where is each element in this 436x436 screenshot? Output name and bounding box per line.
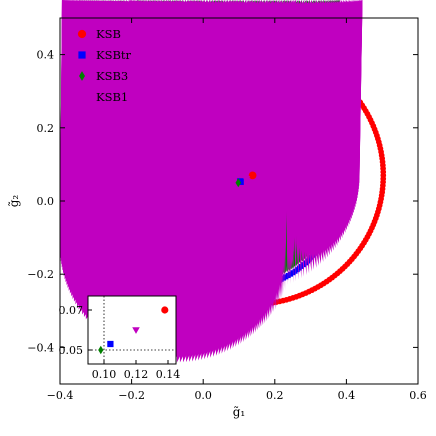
inset-y-tick-label: 0.05 — [59, 344, 84, 357]
inset-y-tick-label: 0.07 — [59, 304, 84, 317]
ring-point — [380, 175, 387, 182]
inset-x-tick-label: 0.14 — [156, 368, 181, 381]
legend-label: KSBtr — [96, 48, 132, 62]
x-tick-label: −0.4 — [47, 389, 74, 402]
x-axis-label: g̃₁ — [233, 405, 246, 419]
y-tick-label: 0.2 — [37, 122, 55, 135]
y-tick-label: 0.0 — [37, 195, 55, 208]
legend-marker — [77, 93, 87, 102]
legend: KSB KSBtr KSB3 KSB1 — [77, 27, 132, 104]
legend-marker — [77, 29, 87, 39]
x-tick-label: 0.4 — [338, 389, 356, 402]
legend-entry-ksb: KSB — [77, 27, 121, 41]
x-tick-label: 0.6 — [409, 389, 427, 402]
legend-marker — [78, 51, 86, 59]
inset-chart: 0.10 0.12 0.14 0.05 0.07 — [59, 295, 181, 381]
x-tick-label: 0.0 — [194, 389, 212, 402]
ring-point — [284, 0, 289, 288]
x-tick-label: −0.2 — [118, 389, 145, 402]
inset-frame — [87, 295, 177, 365]
inset-x-tick-label: 0.12 — [124, 368, 149, 381]
y-tick-label: −0.2 — [27, 268, 54, 281]
center-point-ksb3 — [235, 178, 242, 188]
center-point-ksb1 — [242, 176, 251, 184]
inset-point-ksb — [161, 306, 169, 314]
y-tick-label: 0.4 — [37, 49, 55, 62]
center-point-ksbtr — [237, 178, 244, 185]
legend-entry-ksb3: KSB3 — [79, 69, 128, 83]
inset-point-ksb3 — [98, 345, 104, 355]
ring-ksb1 — [59, 0, 363, 363]
legend-entry-ksb1: KSB1 — [77, 90, 128, 104]
legend-marker — [79, 71, 85, 81]
y-axis-label: g̃₂ — [7, 195, 21, 208]
ring-point — [179, 0, 363, 363]
legend-entry-ksbtr: KSBtr — [78, 48, 132, 62]
x-tick-label: 0.2 — [266, 389, 284, 402]
center-point-ksb — [248, 171, 257, 180]
legend-label: KSB1 — [96, 90, 128, 104]
y-tick-label: −0.4 — [27, 341, 54, 354]
axis-ticks: −0.4 −0.2 0.0 0.2 0.4 0.6 −0.4 −0.2 0.0 0.2 0.4 — [27, 18, 427, 402]
center-points-layer — [235, 171, 257, 188]
legend-label: KSB3 — [96, 69, 128, 83]
ring-series-layer — [59, 0, 387, 363]
legend-label: KSB — [96, 27, 121, 41]
inset-point-ksb1 — [132, 327, 140, 334]
inset-x-tick-label: 0.10 — [92, 368, 117, 381]
inset-point-ksbtr — [107, 340, 114, 348]
